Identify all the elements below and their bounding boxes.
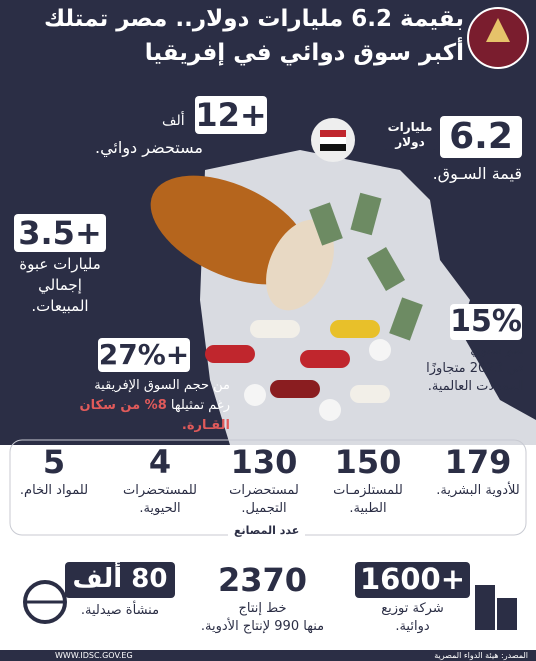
stat-label: نمو سنوي في 2023 متجاوزًا المعدلات العالمي… [404,342,524,396]
text-line: في 2023 متجاوزًا [426,361,524,376]
bottom-number: 2370 [217,561,308,599]
text-line: المبيعات. [31,297,89,315]
text-line: للمستحضرات [123,483,197,498]
text-line: الحيوية. [139,501,181,516]
factory-number: 4 [148,443,172,481]
website: WWW.IDSC.GOV.EG [55,651,133,660]
text-line: نمو سنوي [470,343,524,358]
logo-mark [486,18,510,42]
factory-number: 179 [444,443,512,481]
title: أكبر سوق دوائي في إفريقيا [144,40,464,66]
factory-number: 150 [334,443,402,481]
map-pin [311,118,355,162]
factory-item: 130 لمستحضرات التجميل. [214,446,314,518]
factory-number: 5 [42,443,66,481]
text-line: الطبية. [349,501,387,516]
stat-number: 15% [450,304,522,340]
title: بقيمة 6.2 مليارات دولار.. مصر تمتلك [43,6,464,32]
factory-item: 150 للمستلزمـات الطبية. [318,446,418,518]
factory-label: للأدوية البشرية. [436,483,520,498]
text-line: منها 990 لإنتاج الأدوية. [200,619,325,634]
stat-unit: ألف [162,113,185,129]
globe-icon [23,580,67,624]
text-line: المعدلات العالمية. [427,379,524,394]
highlight: القـارة. [181,418,230,433]
pill-bottle [150,175,334,311]
bottom-number: +1600 [355,562,470,598]
factory-label: للمواد الخام. [19,483,89,498]
text-line: خط إنتاج [238,601,287,616]
text: رغم تمثيلها [170,398,230,413]
bottom-number: 80 ألف [65,562,175,598]
text-line: مليارات عبوة [19,255,101,273]
stat-number: +27% [98,338,190,372]
text-line: لمستحضرات [229,483,299,498]
stat-label: من حجم السوق الإفريقية رغم تمثيلها 8% من… [60,376,230,436]
factory-label: لمستحضرات التجميل. [214,482,314,518]
pills [205,320,391,421]
money [309,192,423,341]
footer-band [0,650,536,661]
factory-number: 130 [230,443,298,481]
bottom-label: خط إنتاج منها 990 لإنتاج الأدوية. [185,600,340,636]
source: المصدر: هيئة الدواء المصرية [434,651,528,660]
text-line: إجمالي [38,276,82,294]
bottom-label: منشأة صيدلية. [80,603,160,618]
text-line: للمستلزمـات [333,483,403,498]
stat-unit: مليارات دولار [383,120,437,150]
factory-item: 179 للأدوية البشرية. [428,446,528,500]
stat-number: +3.5 [14,214,106,252]
stat-number: 6.2 [440,116,522,158]
building-icon [475,585,517,630]
highlight: 8% من سكان [79,398,167,413]
factory-label: للمستلزمـات الطبية. [318,482,418,518]
factory-item: 5 للمواد الخام. [4,446,104,500]
factories-title: عدد المصانع [228,524,306,537]
text-line: دوائية. [395,619,430,634]
bottom-label: شركة توزيع دوائية. [355,600,470,636]
text-line: شركة توزيع [381,601,444,616]
stat-label: مستحضر دوائي. [95,138,203,157]
text-line: رغم تمثيلها 8% من سكان [60,396,230,416]
stat-label: مليارات عبوة إجمالي المبيعات. [10,254,110,317]
text-line: من حجم السوق الإفريقية [94,378,230,393]
stat-number: +12 [195,96,267,134]
factory-label: للمستحضرات الحيوية. [110,482,210,518]
factory-item: 4 للمستحضرات الحيوية. [110,446,210,518]
text-line: التجميل. [241,501,287,516]
stat-label: قيمة السـوق. [432,164,522,183]
